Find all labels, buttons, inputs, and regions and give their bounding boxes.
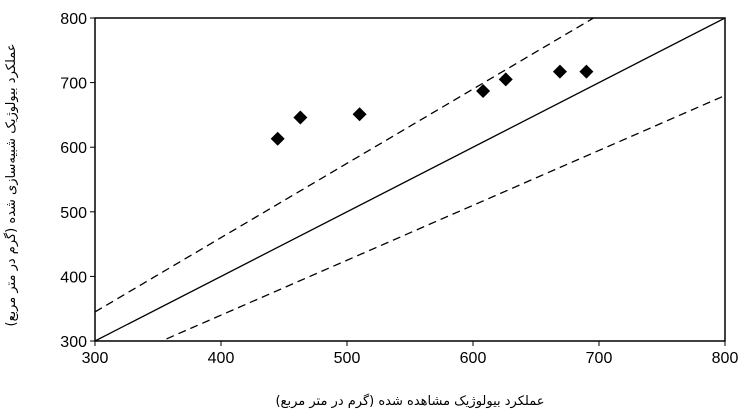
y-tick-label: 400 (60, 269, 87, 286)
y-tick-label: 300 (60, 334, 87, 351)
one-to-one-line (95, 18, 725, 341)
data-point (352, 107, 367, 122)
data-point (552, 64, 567, 79)
data-points (270, 64, 594, 146)
data-point (498, 72, 513, 87)
data-point (579, 64, 594, 79)
y-tick-label: 800 (60, 11, 87, 28)
x-tick-label: 800 (712, 350, 739, 367)
data-point (476, 83, 491, 98)
x-axis: 300 400 500 600 700 800 (82, 341, 739, 367)
dashed-bound-line-2 (160, 94, 725, 341)
data-point (293, 110, 308, 125)
data-point (270, 131, 285, 146)
y-axis: 300 400 500 600 700 800 (60, 11, 95, 351)
y-tick-label: 500 (60, 205, 87, 222)
y-axis-title: عملکرد بیولوژیک شبیه‌سازی شده (گرم در مت… (3, 43, 19, 326)
reference-lines (95, 18, 725, 341)
x-tick-label: 300 (82, 350, 109, 367)
dashed-bound-line-1 (95, 18, 595, 313)
x-tick-label: 400 (208, 350, 235, 367)
x-tick-label: 700 (586, 350, 613, 367)
y-tick-label: 700 (60, 76, 87, 93)
y-tick-label: 600 (60, 140, 87, 157)
x-tick-label: 500 (334, 350, 361, 367)
x-axis-title: عملکرد بیولوژیک مشاهده شده (گرم در متر م… (275, 393, 544, 409)
x-tick-label: 600 (460, 350, 487, 367)
